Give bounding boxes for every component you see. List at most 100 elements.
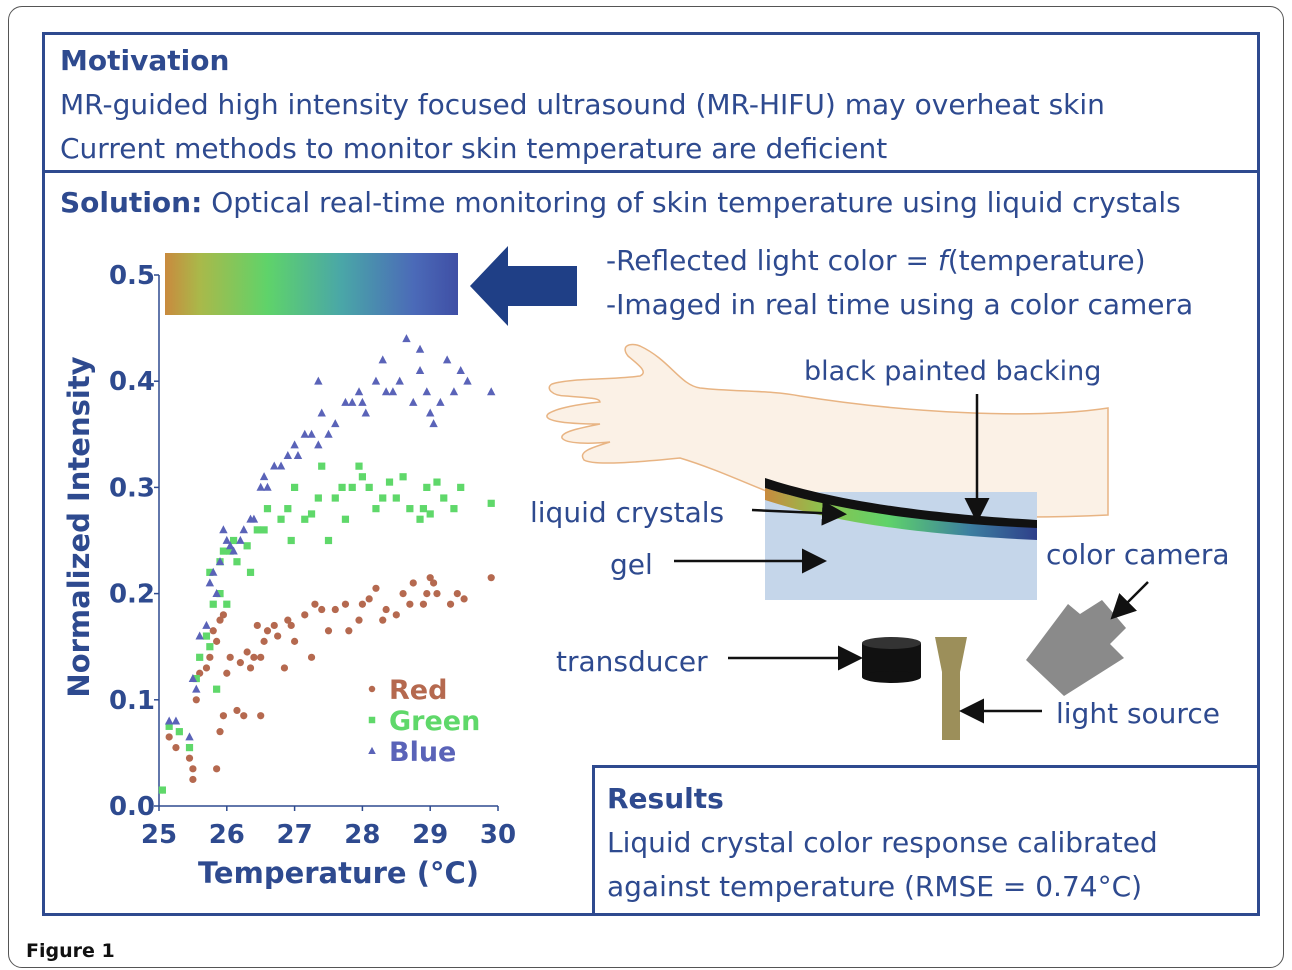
x-tick-label: 27 (277, 820, 313, 850)
green-point (158, 786, 166, 794)
y-tick-label: 0.4 (109, 367, 155, 397)
red-point (426, 574, 434, 582)
red-point (280, 664, 289, 672)
blue-point (225, 541, 235, 550)
y-tick-label: 0.2 (109, 580, 155, 610)
blue-point (317, 408, 326, 417)
transducer-icon (862, 637, 921, 683)
green-point (209, 600, 217, 608)
red-point (223, 669, 231, 677)
blue-point (259, 472, 269, 481)
blue-point (195, 631, 204, 640)
green-point (206, 643, 214, 651)
red-point (226, 653, 234, 661)
blue-point (205, 578, 215, 587)
green-point (372, 505, 380, 513)
bullet-1-suffix: (temperature) (947, 244, 1146, 277)
red-point (423, 590, 431, 598)
motivation-heading: Motivation (60, 44, 230, 77)
blue-point (171, 716, 181, 725)
scatter-chart: 0.0 0.1 0.2 0.3 0.4 0.5 25 26 27 28 29 30 RedGreenBl… (109, 261, 516, 850)
blue-point (212, 589, 221, 597)
green-point (243, 542, 251, 550)
green-point (196, 653, 204, 661)
green-point (487, 499, 495, 507)
green-point (277, 515, 285, 523)
green-point (318, 462, 326, 470)
green-point (314, 494, 322, 502)
y-tick-label: 0.1 (109, 686, 155, 716)
red-point (206, 653, 214, 661)
red-point (287, 621, 295, 630)
red-point (365, 595, 373, 603)
label-gel: gel (610, 548, 653, 581)
green-point (307, 510, 316, 518)
red-point (318, 605, 326, 614)
red-point (246, 664, 255, 672)
red-point (345, 627, 353, 635)
blue-point (324, 429, 333, 438)
red-point (446, 600, 455, 608)
red-point (307, 653, 316, 661)
bullet-1-prefix: -Reflected light color = (606, 244, 938, 277)
red-point (260, 637, 268, 645)
green-point (213, 685, 221, 693)
blue-point (388, 387, 398, 396)
blue-point (381, 387, 391, 396)
green-point (457, 483, 465, 491)
red-point (284, 616, 292, 624)
green-point (355, 462, 363, 470)
camera-arrow (1110, 581, 1149, 620)
blue-point (209, 567, 218, 576)
blue-point (188, 673, 198, 682)
blue-point (442, 355, 452, 364)
red-point (233, 706, 241, 715)
blue-point (256, 482, 265, 491)
red-point (419, 600, 428, 608)
blue-point (331, 419, 340, 428)
red-point (216, 728, 224, 736)
red-point (250, 653, 258, 661)
green-point (226, 547, 234, 555)
red-point (453, 590, 461, 598)
blue-point (276, 461, 286, 470)
blue-point (415, 344, 425, 353)
results-box (592, 765, 1260, 916)
green-point (440, 494, 448, 502)
liquid-crystal-color-strip (165, 253, 458, 315)
blue-point (293, 450, 303, 459)
blue-point (487, 387, 496, 396)
motivation-line-1: MR-guided high intensity focused ultraso… (60, 88, 1105, 121)
green-point (416, 515, 424, 523)
red-point (355, 616, 363, 624)
red-point (236, 659, 244, 667)
red-point (216, 616, 224, 624)
red-point (165, 733, 173, 741)
legend-red-marker (368, 685, 376, 693)
green-point (263, 505, 272, 513)
green-point (331, 494, 339, 502)
blue-point (236, 535, 245, 544)
green-point (253, 526, 261, 534)
x-tick-label: 25 (141, 820, 177, 850)
red-point (291, 637, 299, 645)
green-point (426, 510, 434, 518)
blue-point (348, 397, 357, 406)
green-point (229, 536, 238, 545)
green-point (379, 494, 387, 502)
blue-point (415, 365, 425, 374)
label-black-backing: black painted backing (804, 356, 1102, 387)
blue-point (202, 620, 211, 629)
red-point (379, 616, 387, 624)
red-point (253, 621, 261, 630)
green-point (223, 600, 231, 608)
blue-point (463, 376, 472, 385)
section-divider (42, 170, 1260, 173)
red-point (270, 621, 278, 630)
blue-point (239, 525, 248, 534)
red-point (429, 579, 438, 587)
blue-point (164, 716, 174, 725)
blue-point (395, 376, 404, 385)
liquid-crystals-arrow (751, 500, 847, 526)
figure-caption: Figure 1 (26, 940, 115, 962)
